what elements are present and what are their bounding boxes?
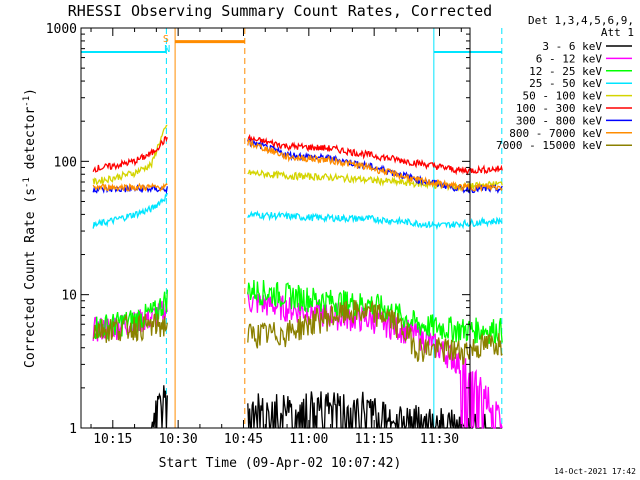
y-axis-label: Corrected Count Rate (s-1 detector-1)	[22, 88, 38, 368]
x-axis-label: Start Time (09-Apr-02 10:07:42)	[159, 456, 402, 471]
legend-label-7: 800 - 7000 keV	[509, 127, 602, 140]
series-0-segment-0	[93, 385, 168, 429]
legend-label-0: 3 - 6 keV	[542, 40, 602, 53]
series-5	[92, 133, 503, 176]
x-tick-label-5: 11:30	[420, 432, 459, 447]
y-tick-label-3: 1000	[46, 22, 77, 37]
y-axis-label-end: )	[23, 88, 38, 96]
legend-label-2: 12 - 25 keV	[529, 65, 602, 78]
series-4-segment-0	[92, 124, 168, 186]
series-3-segment-0	[92, 192, 168, 229]
plot-frame	[80, 27, 471, 429]
legend-label-3: 25 - 50 keV	[529, 77, 602, 90]
x-tick-label-0: 10:15	[93, 432, 132, 447]
y-tick-label-2: 100	[54, 155, 77, 170]
series-7	[92, 138, 503, 193]
y-axis-label-mid: detector	[23, 107, 38, 178]
legend-header-2: Att 1	[601, 26, 634, 39]
x-tick-label-4: 11:15	[355, 432, 394, 447]
x-axis: 10:15 10:30 10:45 11:00 11:15 11:30	[90, 28, 462, 447]
y-axis-label-sup2: -1	[22, 96, 32, 107]
footer-timestamp: 14-Oct-2021 17:42	[554, 467, 636, 476]
y-axis-label-main: Corrected Count Rate (s	[23, 188, 38, 368]
series-3	[92, 192, 503, 231]
series-1-segment-1	[247, 291, 503, 429]
series-1	[92, 291, 503, 429]
series-0	[93, 385, 503, 429]
x-tick-label-1: 10:30	[159, 432, 198, 447]
series-2-segment-0	[92, 289, 168, 340]
plot-lines: SN	[81, 28, 503, 429]
legend-header-1: Det 1,3,4,5,6,9,	[528, 14, 634, 27]
series-5-segment-0	[92, 135, 168, 173]
legend-label-5: 100 - 300 keV	[516, 102, 602, 115]
series-8-segment-0	[92, 312, 168, 343]
series-0-segment-1	[247, 391, 503, 429]
chart-title: RHESSI Observing Summary Count Rates, Co…	[68, 2, 492, 20]
x-tick-label-3: 11:00	[289, 432, 328, 447]
legend-label-1: 6 - 12 keV	[536, 52, 603, 65]
y-tick-label-0: 1	[69, 422, 77, 437]
flag-label-1: N	[164, 44, 170, 55]
series-3-segment-1	[247, 210, 503, 231]
series-5-segment-1	[247, 133, 503, 176]
series-7-segment-0	[92, 182, 168, 192]
series-7-segment-1	[247, 138, 503, 193]
flag-label-0: S	[163, 34, 169, 45]
series-8-segment-1	[247, 299, 503, 365]
series-8	[92, 299, 503, 365]
y-tick-label-1: 10	[61, 289, 77, 304]
y-axis: 1 10 100 1000	[46, 22, 470, 437]
legend-label-6: 300 - 800 keV	[516, 114, 602, 127]
legend-label-8: 7000 - 15000 keV	[496, 139, 602, 152]
y-axis-label-sup1: -1	[22, 177, 32, 188]
legend-label-4: 50 - 100 keV	[523, 90, 603, 103]
x-tick-label-2: 10:45	[224, 432, 263, 447]
